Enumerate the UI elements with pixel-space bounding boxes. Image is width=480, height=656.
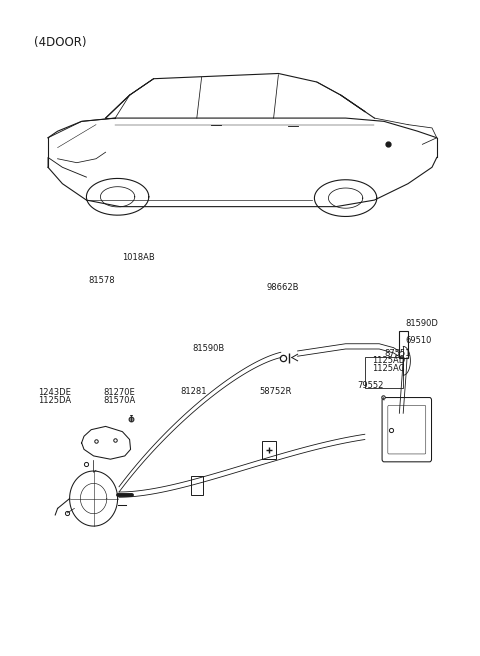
Text: 1125DA: 1125DA	[38, 396, 72, 405]
Text: 81590B: 81590B	[192, 344, 224, 353]
Text: 87551: 87551	[384, 348, 410, 358]
Text: 81570A: 81570A	[103, 396, 135, 405]
Text: 69510: 69510	[406, 336, 432, 345]
Text: 98662B: 98662B	[266, 283, 299, 292]
Text: 81281: 81281	[180, 387, 206, 396]
Text: 1018AB: 1018AB	[122, 253, 155, 262]
Text: 79552: 79552	[358, 380, 384, 390]
Text: 81590D: 81590D	[406, 319, 438, 328]
Text: (4DOOR): (4DOOR)	[34, 36, 86, 49]
Text: 81578: 81578	[89, 276, 115, 285]
Text: 1125AC: 1125AC	[372, 363, 405, 373]
Text: 58752R: 58752R	[259, 387, 291, 396]
Text: 81270E: 81270E	[103, 388, 135, 397]
Text: 1243DE: 1243DE	[38, 388, 71, 397]
Text: 1125AD: 1125AD	[372, 356, 405, 365]
